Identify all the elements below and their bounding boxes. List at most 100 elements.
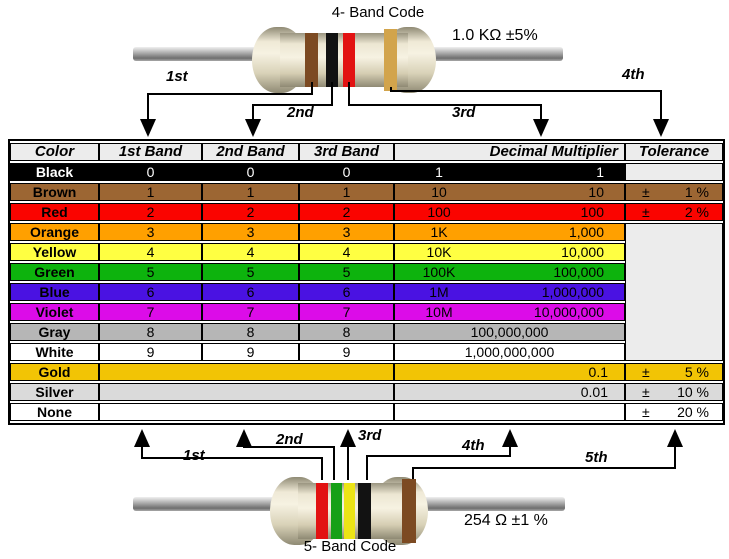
- none-tolerance-value: 20 %: [677, 404, 709, 420]
- red-multiplier-abbr: 100: [427, 204, 451, 220]
- silver-bands-merged-cell: [99, 383, 394, 401]
- arrow-bottom-2nd-hline: [243, 446, 335, 448]
- table-row-silver: Silver 0.01 ±10 %: [10, 383, 723, 401]
- red-color-cell: Red: [10, 203, 99, 221]
- none-color-cell: None: [10, 403, 99, 421]
- white-band3-cell: 9: [299, 343, 394, 361]
- arrow-bottom-1st-label: 1st: [183, 447, 205, 464]
- arrow-top-4th-stub: [390, 87, 392, 92]
- arrow-bottom-4th-hline: [366, 455, 511, 457]
- table-row-gold: Gold 0.1 ±5 %: [10, 363, 723, 381]
- brown-band3-cell: 1: [299, 183, 394, 201]
- brown-multiplier-cell: 10 10: [394, 183, 625, 201]
- white-multiplier-cell: 1,000,000,000: [394, 343, 625, 361]
- silver-multiplier-cell: 0.01: [394, 383, 625, 401]
- table-row-violet: Violet 7 7 7 10M 10,000,000: [10, 303, 723, 321]
- header-2nd-band: 2nd Band: [202, 143, 299, 161]
- yellow-band3-cell: 4: [299, 243, 394, 261]
- black-multiplier-abbr: 1: [435, 164, 443, 180]
- gold-tolerance-cell: ±5 %: [625, 363, 723, 381]
- none-multiplier-cell: [394, 403, 625, 421]
- green-band2-cell: 5: [202, 263, 299, 281]
- violet-band3-cell: 7: [299, 303, 394, 321]
- arrow-top-1st-label: 1st: [166, 68, 188, 85]
- orange-color-cell: Orange: [10, 223, 99, 241]
- arrow-bottom-4th-vline: [509, 442, 511, 457]
- arrow-bottom-4th-label: 4th: [462, 437, 485, 454]
- brown-tolerance-value: 1 %: [684, 184, 709, 200]
- gold-tolerance-sign: ±: [642, 364, 650, 380]
- brown-multiplier-value: 10: [588, 184, 604, 200]
- gray-band2-cell: 8: [202, 323, 299, 341]
- top-resistor-band-2-black: [326, 33, 338, 87]
- blue-color-cell: Blue: [10, 283, 99, 301]
- arrow-bottom-4th-stub: [366, 455, 368, 480]
- red-band3-cell: 2: [299, 203, 394, 221]
- color-code-table: Color 1st Band 2nd Band 3rd Band Decimal Mul…: [8, 139, 725, 425]
- red-multiplier-value: 100: [580, 204, 604, 220]
- table-row-red: Red 2 2 2 100 100 ±2 %: [10, 203, 723, 221]
- top-resistor-band-4-gold: [384, 29, 397, 91]
- green-multiplier-cell: 100K 100,000: [394, 263, 625, 281]
- arrow-bottom-2nd-vline: [243, 442, 245, 448]
- arrow-bottom-3rd-label: 3rd: [358, 427, 382, 444]
- arrow-top-3rd-stub: [348, 82, 350, 106]
- black-tolerance-cell: [625, 163, 723, 181]
- black-color-cell: Black: [10, 163, 99, 181]
- blue-band1-cell: 6: [99, 283, 202, 301]
- silver-tolerance-cell: ±10 %: [625, 383, 723, 401]
- arrow-bottom-5th-stub: [412, 467, 414, 480]
- bottom-resistor-band-1-red: [316, 483, 328, 539]
- gray-multiplier-cell: 100,000,000: [394, 323, 625, 341]
- bottom-resistor-band-2-green: [331, 483, 342, 539]
- header-decimal-multiplier: Decimal Multiplier: [394, 143, 625, 161]
- bottom-resistor-value: 254 Ω ±1 %: [464, 512, 548, 529]
- arrow-top-2nd-head: [245, 119, 261, 137]
- arrow-bottom-5th-vline: [674, 442, 676, 469]
- violet-band2-cell: 7: [202, 303, 299, 321]
- gold-color-cell: Gold: [10, 363, 99, 381]
- green-band1-cell: 5: [99, 263, 202, 281]
- orange-multiplier-cell: 1K 1,000: [394, 223, 625, 241]
- brown-tolerance-cell: ±1 %: [625, 183, 723, 201]
- arrow-top-1st-hline: [147, 93, 313, 95]
- white-band2-cell: 9: [202, 343, 299, 361]
- blue-multiplier-cell: 1M 1,000,000: [394, 283, 625, 301]
- brown-tolerance-sign: ±: [642, 184, 650, 200]
- arrow-top-3rd-label: 3rd: [452, 104, 476, 121]
- gray-band3-cell: 8: [299, 323, 394, 341]
- violet-multiplier-cell: 10M 10,000,000: [394, 303, 625, 321]
- arrow-top-3rd-head: [533, 119, 549, 137]
- yellow-multiplier-abbr: 10K: [426, 244, 452, 260]
- header-3rd-band: 3rd Band: [299, 143, 394, 161]
- green-color-cell: Green: [10, 263, 99, 281]
- blue-multiplier-value: 1,000,000: [541, 284, 604, 300]
- top-resistor-band-1-brown: [305, 33, 318, 87]
- table-row-orange: Orange 3 3 3 1K 1,000: [10, 223, 723, 361]
- silver-tolerance-value: 10 %: [677, 384, 709, 400]
- five-band-code-title: 5- Band Code: [303, 538, 397, 555]
- top-resistor-band-3-red: [343, 33, 355, 87]
- orange-band2-cell: 3: [202, 223, 299, 241]
- red-band2-cell: 2: [202, 203, 299, 221]
- red-multiplier-cell: 100 100: [394, 203, 625, 221]
- gold-tolerance-value: 5 %: [684, 364, 709, 380]
- yellow-band2-cell: 4: [202, 243, 299, 261]
- tolerance-merged-empty-cell: [625, 223, 723, 361]
- arrow-top-3rd-vline: [540, 104, 542, 125]
- four-band-code-title: 4- Band Code: [331, 4, 425, 21]
- arrow-bottom-2nd-stub: [333, 446, 335, 480]
- blue-band2-cell: 6: [202, 283, 299, 301]
- violet-color-cell: Violet: [10, 303, 99, 321]
- silver-tolerance-sign: ±: [642, 384, 650, 400]
- table-container: Color 1st Band 2nd Band 3rd Band Decimal Mul…: [8, 139, 725, 425]
- green-multiplier-abbr: 100K: [422, 264, 456, 280]
- black-band1-cell: 0: [99, 163, 202, 181]
- bottom-resistor-band-5-brown: [402, 479, 416, 543]
- bottom-resistor-band-4-black: [358, 483, 371, 539]
- arrow-bottom-4th-head: [502, 429, 518, 447]
- black-multiplier-value: 1: [596, 164, 604, 180]
- none-bands-merged-cell: [99, 403, 394, 421]
- table-row-brown: Brown 1 1 1 10 10 ±1 %: [10, 183, 723, 201]
